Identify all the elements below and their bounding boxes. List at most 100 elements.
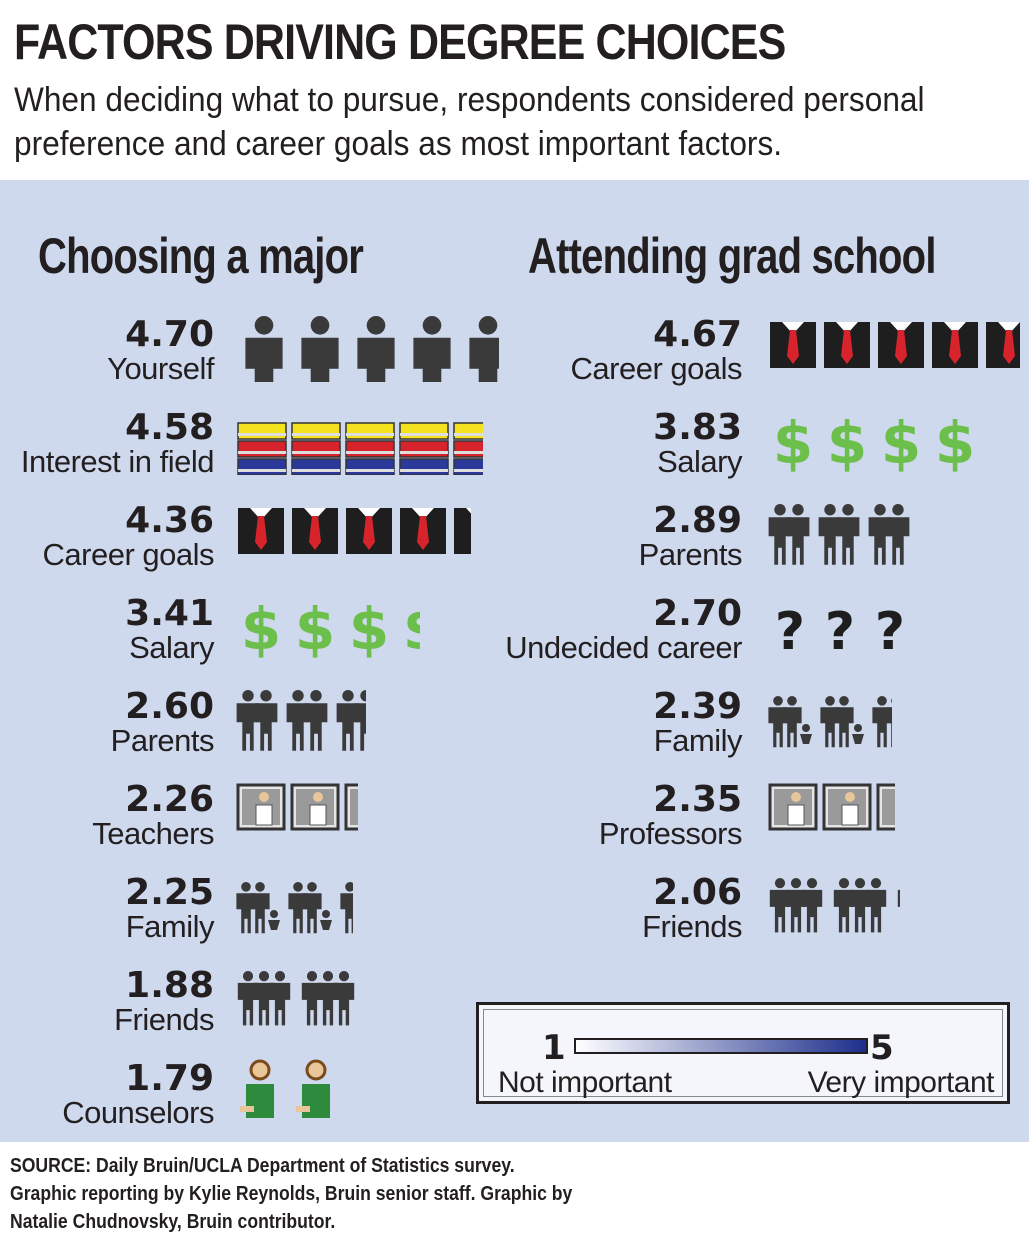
row-label: Professors xyxy=(598,816,743,851)
row-label: Friends xyxy=(114,1002,214,1037)
row-value: 2.89 xyxy=(653,500,742,541)
dollar-icon: $ xyxy=(773,409,813,475)
person-icon xyxy=(469,316,499,382)
row-text: 1.88 Friends xyxy=(114,968,214,1037)
icon-bar xyxy=(768,312,1020,392)
row-value: 2.25 xyxy=(125,872,214,913)
heading-grad-school: Attending grad school xyxy=(528,228,936,284)
icon-bar xyxy=(236,684,366,764)
icon-bar xyxy=(768,777,895,857)
icon-bar xyxy=(236,405,483,485)
suit-tie-icon xyxy=(986,322,1020,368)
teacher-icon xyxy=(344,783,358,831)
row-label: Parents xyxy=(638,537,743,572)
parents-icon xyxy=(818,504,860,565)
legend-frame: 1 5 Not important Very important xyxy=(483,1009,1003,1099)
suit-tie-icon xyxy=(400,508,446,554)
row-text: 4.67 Career goals xyxy=(570,314,743,386)
suit-tie-icon xyxy=(238,508,284,554)
row-value: 2.35 xyxy=(653,779,742,820)
row-text: 2.26 Teachers xyxy=(92,779,214,851)
question-icon: ? xyxy=(875,602,903,661)
row-label: Salary xyxy=(129,630,214,665)
row-text: 2.60 Parents xyxy=(110,686,215,758)
icon-bar xyxy=(236,1056,336,1136)
suit-tie-icon xyxy=(878,322,924,368)
svg-text:$: $ xyxy=(295,595,335,661)
row-text: 4.58 Interest in field xyxy=(21,407,215,479)
row-value: 2.60 xyxy=(125,686,214,727)
row-text: 2.35 Professors xyxy=(598,779,743,851)
page-title: FACTORS DRIVING DEGREE CHOICES xyxy=(14,14,786,70)
person-icon xyxy=(357,316,395,382)
row-label: Teachers xyxy=(92,816,214,851)
chart-panel: Choosing a major Attending grad school 4… xyxy=(0,180,1029,1142)
books-icon xyxy=(237,422,287,475)
svg-text:$: $ xyxy=(827,409,867,475)
svg-text:?: ? xyxy=(825,602,855,661)
row-text: 2.25 Family xyxy=(125,872,215,944)
dollar-icon: $ xyxy=(349,595,389,661)
row-text: 2.06 Friends xyxy=(642,872,742,944)
suit-tie-icon xyxy=(932,322,978,368)
row-value: 3.83 xyxy=(653,407,742,448)
row-value: 4.58 xyxy=(125,407,214,448)
books-icon xyxy=(345,422,395,475)
row-text: 2.39 Family xyxy=(653,686,743,758)
dollar-icon: $ xyxy=(935,409,975,475)
icon-bar xyxy=(236,870,353,950)
books-icon xyxy=(291,422,341,475)
icon-bar xyxy=(236,777,358,857)
icon-bar xyxy=(768,498,913,578)
teacher-icon xyxy=(290,783,340,831)
svg-text:$: $ xyxy=(349,595,389,661)
row-label: Career goals xyxy=(42,537,215,572)
family-icon xyxy=(288,882,332,934)
row-value: 3.41 xyxy=(125,593,214,634)
dollar-icon: $ xyxy=(881,409,921,475)
row-value: 2.39 xyxy=(653,686,742,727)
row-text: 3.83 Salary xyxy=(653,407,742,479)
row-text: 2.70 Undecided career xyxy=(505,596,742,665)
books-icon xyxy=(399,422,449,475)
row-label: Friends xyxy=(642,909,742,944)
question-icon: ? xyxy=(825,602,855,661)
row-text: 4.36 Career goals xyxy=(42,503,215,572)
person-icon xyxy=(301,316,339,382)
row-text: 3.41 Salary xyxy=(125,593,214,665)
friends-icon xyxy=(833,878,887,933)
row-label: Salary xyxy=(657,444,742,479)
row-value: 4.67 xyxy=(653,314,742,355)
parents-icon xyxy=(236,690,278,751)
suit-tie-icon xyxy=(770,322,816,368)
family-icon xyxy=(236,882,280,934)
row-label: Family xyxy=(653,723,743,758)
row-label: Family xyxy=(125,909,215,944)
teacher-icon xyxy=(768,783,818,831)
family-icon xyxy=(820,696,864,748)
row-label: Counselors xyxy=(62,1095,214,1130)
counselor-icon xyxy=(296,1059,330,1118)
suit-tie-icon xyxy=(292,508,338,554)
row-value: 2.06 xyxy=(653,872,742,913)
row-label: Career goals xyxy=(570,351,743,386)
heading-choosing-major: Choosing a major xyxy=(38,228,364,284)
icon-bar xyxy=(768,684,892,764)
row-value: 2.26 xyxy=(125,779,214,820)
icon-bar xyxy=(236,498,471,578)
legend-low-text: Not important xyxy=(498,1066,672,1099)
family-icon xyxy=(340,882,353,934)
row-label: Parents xyxy=(110,723,215,758)
family-icon xyxy=(872,696,892,748)
svg-text:$: $ xyxy=(403,595,420,661)
svg-text:$: $ xyxy=(935,409,975,475)
svg-text:$: $ xyxy=(881,409,921,475)
icon-bar: $ $ $ $ xyxy=(236,591,420,671)
friends-icon xyxy=(301,971,355,1026)
legend-min: 1 xyxy=(542,1028,566,1068)
person-icon xyxy=(245,316,283,382)
suit-tie-icon xyxy=(454,508,471,554)
teacher-icon xyxy=(822,783,872,831)
friends-icon xyxy=(897,889,900,907)
icon-bar: $ $ $ $ xyxy=(768,405,975,485)
